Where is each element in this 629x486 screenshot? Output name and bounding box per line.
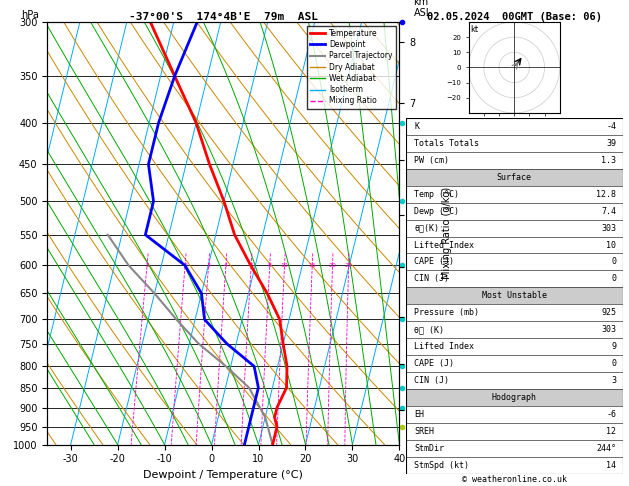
Text: Mixing Ratio (g/kg): Mixing Ratio (g/kg) <box>442 187 452 279</box>
Text: CAPE (J): CAPE (J) <box>415 258 454 266</box>
Text: -6: -6 <box>606 410 616 419</box>
Bar <box>406 203 623 220</box>
Text: 303: 303 <box>601 325 616 334</box>
Bar <box>406 152 623 169</box>
Text: Dewp (°C): Dewp (°C) <box>415 207 459 216</box>
Bar <box>406 372 623 389</box>
Text: 0: 0 <box>611 275 616 283</box>
Text: 303: 303 <box>601 224 616 233</box>
Text: Temp (°C): Temp (°C) <box>415 190 459 199</box>
Text: 0: 0 <box>611 359 616 368</box>
Text: 15: 15 <box>308 263 316 268</box>
Text: hPa: hPa <box>21 10 38 20</box>
Bar <box>406 254 623 270</box>
Text: PW (cm): PW (cm) <box>415 156 449 165</box>
Bar <box>406 406 623 423</box>
Text: 4: 4 <box>224 263 228 268</box>
Text: km
ASL: km ASL <box>413 0 431 17</box>
Text: -4: -4 <box>606 122 616 131</box>
Bar <box>406 321 623 338</box>
Text: 2: 2 <box>183 263 187 268</box>
Text: 20: 20 <box>328 263 337 268</box>
Text: 3: 3 <box>206 263 211 268</box>
Text: 925: 925 <box>601 308 616 317</box>
Text: 7.4: 7.4 <box>601 207 616 216</box>
Bar <box>406 355 623 372</box>
Text: 10: 10 <box>606 241 616 249</box>
Text: θᴄ (K): θᴄ (K) <box>415 325 444 334</box>
Text: K: K <box>415 122 420 131</box>
Text: 02.05.2024  00GMT (Base: 06): 02.05.2024 00GMT (Base: 06) <box>426 12 602 22</box>
X-axis label: Dewpoint / Temperature (°C): Dewpoint / Temperature (°C) <box>143 470 303 480</box>
Bar <box>406 338 623 355</box>
Legend: Temperature, Dewpoint, Parcel Trajectory, Dry Adiabat, Wet Adiabat, Isotherm, Mi: Temperature, Dewpoint, Parcel Trajectory… <box>307 26 396 108</box>
Text: 9: 9 <box>611 342 616 351</box>
Text: θᴄ(K): θᴄ(K) <box>415 224 440 233</box>
Text: EH: EH <box>415 410 425 419</box>
Bar <box>406 186 623 203</box>
Text: 0: 0 <box>611 258 616 266</box>
Bar <box>406 389 623 406</box>
Text: StmSpd (kt): StmSpd (kt) <box>415 461 469 470</box>
Text: Surface: Surface <box>497 173 532 182</box>
Text: 14: 14 <box>606 461 616 470</box>
Text: 8: 8 <box>268 263 272 268</box>
Text: 6: 6 <box>249 263 253 268</box>
Text: Totals Totals: Totals Totals <box>415 139 479 148</box>
Text: CIN (J): CIN (J) <box>415 275 449 283</box>
Text: 1: 1 <box>145 263 149 268</box>
Bar <box>406 220 623 237</box>
Bar <box>406 423 623 440</box>
Text: 25: 25 <box>345 263 353 268</box>
Text: StmDir: StmDir <box>415 444 444 453</box>
Text: 244°: 244° <box>596 444 616 453</box>
Text: 12: 12 <box>606 427 616 436</box>
Text: LCL: LCL <box>406 415 421 424</box>
Text: 3: 3 <box>611 376 616 385</box>
Text: 10: 10 <box>281 263 289 268</box>
Text: Pressure (mb): Pressure (mb) <box>415 308 479 317</box>
Text: CAPE (J): CAPE (J) <box>415 359 454 368</box>
Text: SREH: SREH <box>415 427 435 436</box>
Text: 39: 39 <box>606 139 616 148</box>
Text: 12.8: 12.8 <box>596 190 616 199</box>
Text: CIN (J): CIN (J) <box>415 376 449 385</box>
Bar <box>406 304 623 321</box>
Text: Hodograph: Hodograph <box>492 393 537 402</box>
Text: -37°00'S  174°4B'E  79m  ASL: -37°00'S 174°4B'E 79m ASL <box>129 12 318 22</box>
Text: Lifted Index: Lifted Index <box>415 241 474 249</box>
Text: 1.3: 1.3 <box>601 156 616 165</box>
Text: Lifted Index: Lifted Index <box>415 342 474 351</box>
Text: kt: kt <box>470 25 478 34</box>
Bar <box>406 270 623 287</box>
Bar <box>406 457 623 474</box>
Text: Most Unstable: Most Unstable <box>482 292 547 300</box>
Bar <box>406 169 623 186</box>
Bar <box>406 237 623 254</box>
Bar <box>406 118 623 135</box>
Bar <box>406 440 623 457</box>
Bar <box>406 287 623 304</box>
Text: © weatheronline.co.uk: © weatheronline.co.uk <box>462 474 567 484</box>
Bar <box>406 135 623 152</box>
